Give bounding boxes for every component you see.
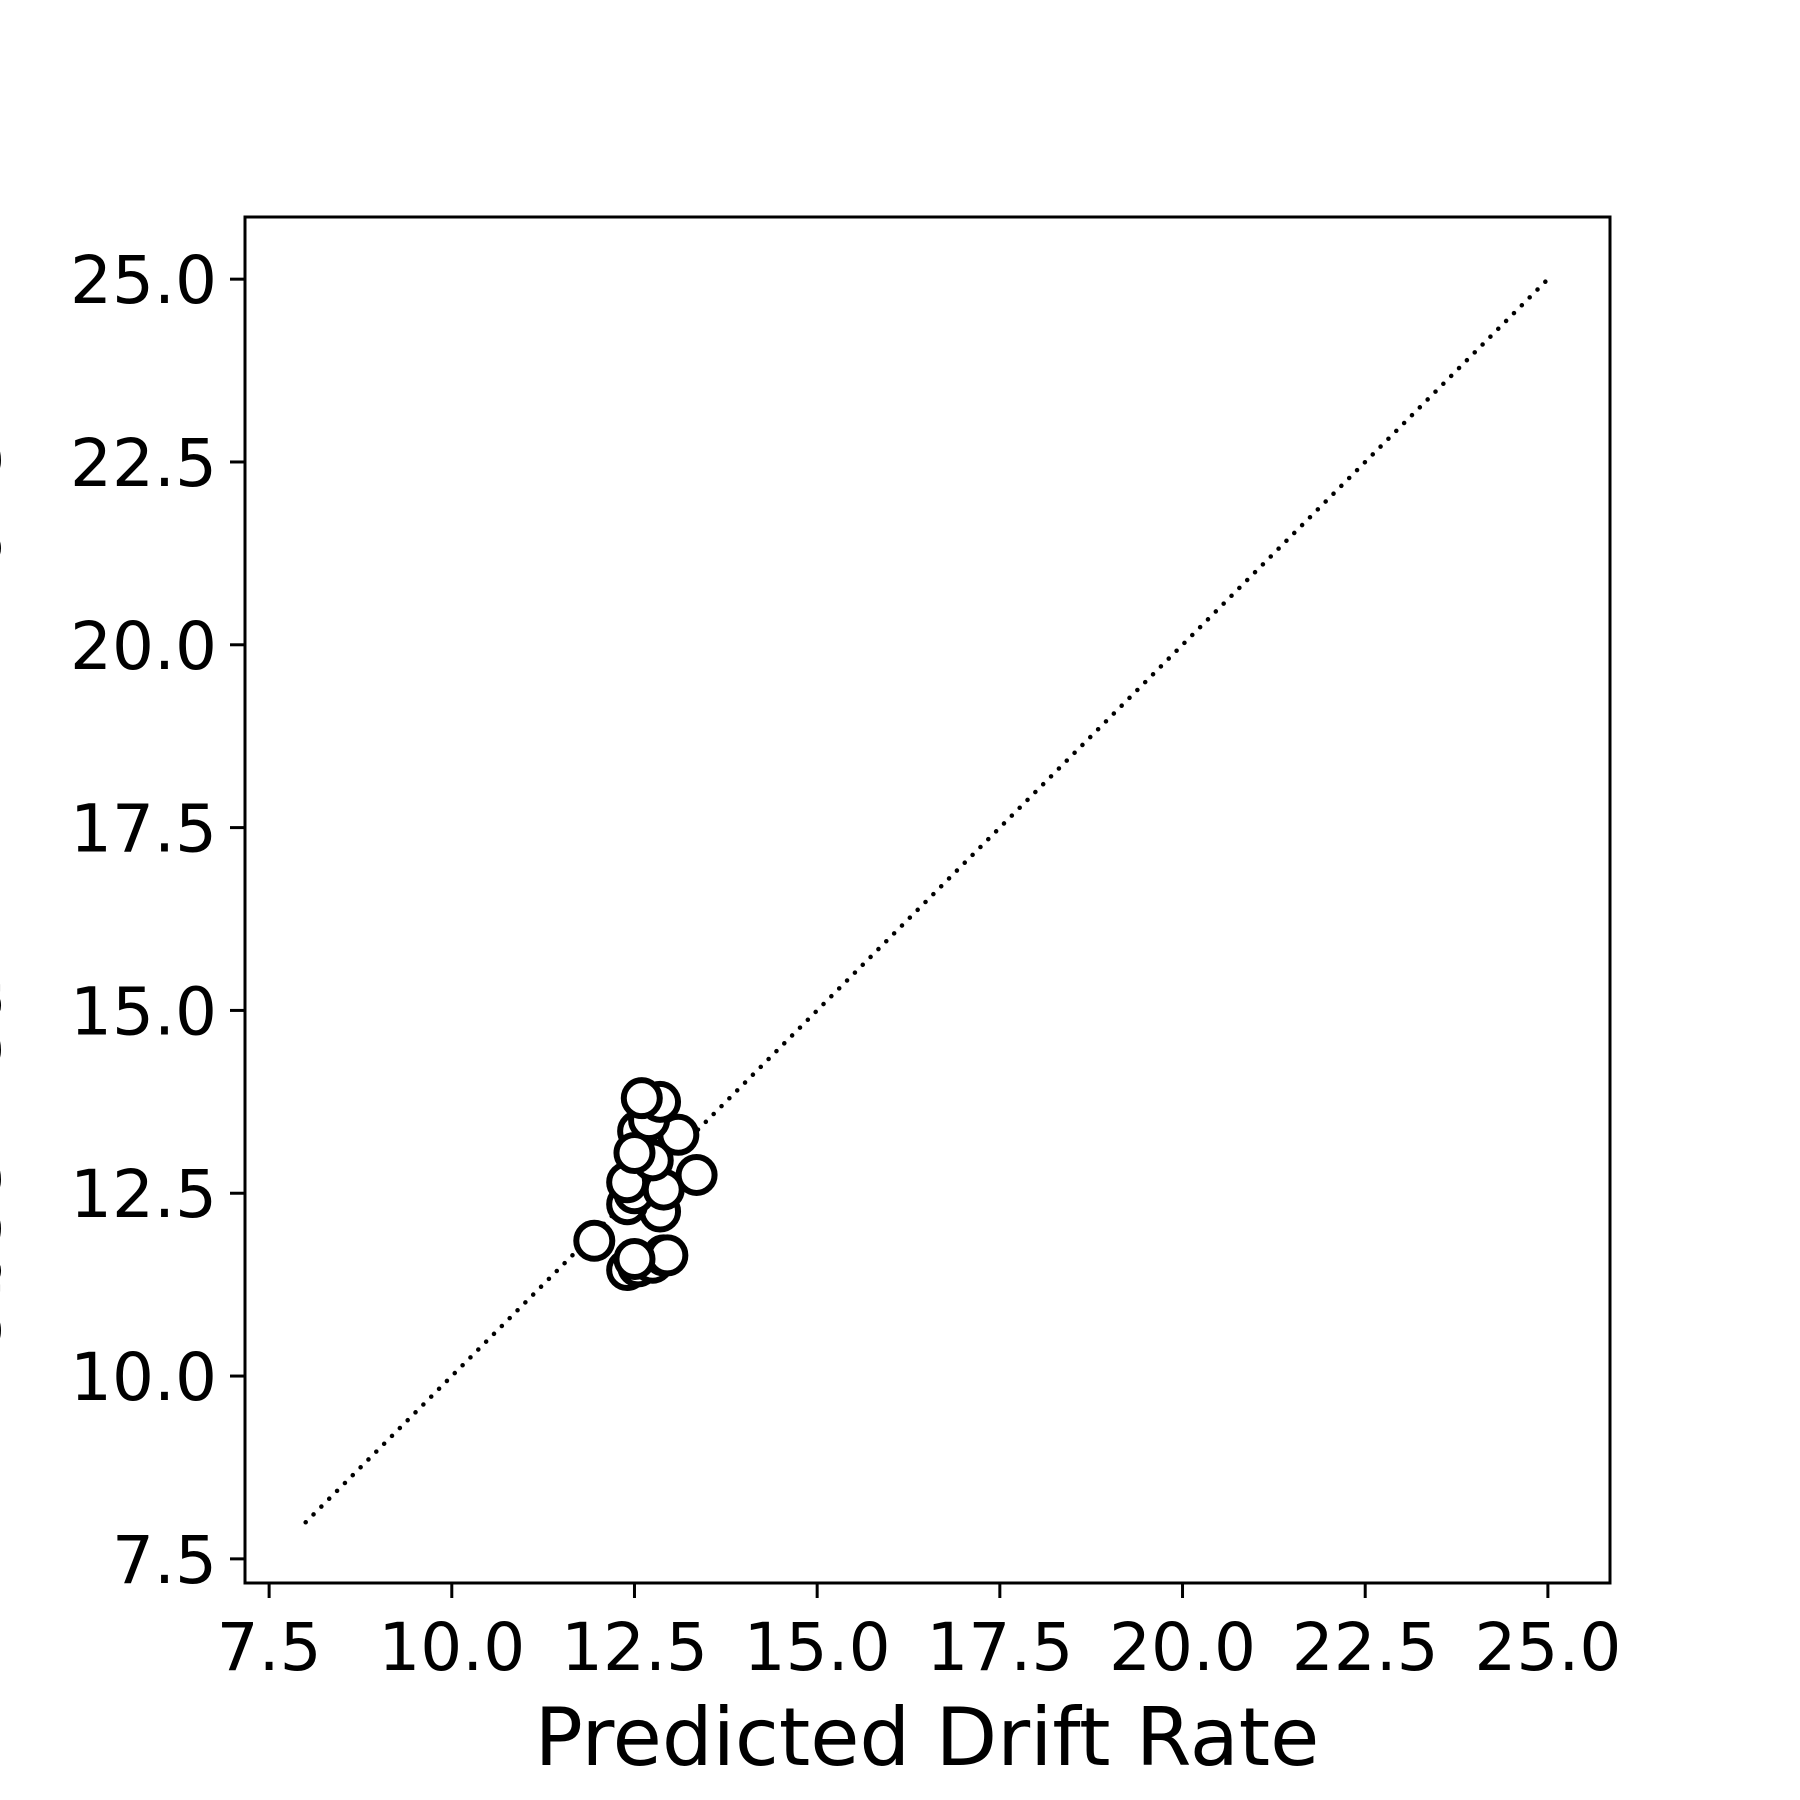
x-tick-label-7: 22.5 <box>1292 1609 1439 1686</box>
reference-line <box>303 276 1551 1525</box>
data-point-20 <box>613 1132 656 1175</box>
y-axis-title: Observed AV Drift Rate <box>0 438 19 1362</box>
reference-line-layer <box>303 276 1551 1525</box>
x-axis-title: Predicted Drift Rate <box>535 1691 1320 1784</box>
y-tick-label-6: 20.0 <box>70 608 217 685</box>
y-tick-label-3: 12.5 <box>70 1156 217 1233</box>
x-axis-ticks: 7.5 10.0 12.5 15.0 17.5 20.0 22.5 25.0 <box>217 1583 1621 1686</box>
y-tick-label-2: 10.0 <box>70 1339 217 1416</box>
data-points-layer <box>573 1077 718 1292</box>
y-tick-label-7: 22.5 <box>70 425 217 502</box>
x-tick-label-4: 15.0 <box>744 1609 891 1686</box>
y-axis-ticks: 7.5 10.0 12.5 15.0 17.5 20.0 22.5 25.0 <box>70 242 245 1599</box>
data-point-19 <box>620 1077 663 1120</box>
data-point-13 <box>675 1153 718 1196</box>
x-tick-label-2: 10.0 <box>378 1609 525 1686</box>
x-tick-label-5: 17.5 <box>926 1609 1073 1686</box>
y-tick-label-5: 17.5 <box>70 791 217 868</box>
y-tick-label-8: 25.0 <box>70 242 217 319</box>
x-tick-label-6: 20.0 <box>1109 1609 1256 1686</box>
data-point-7 <box>613 1238 656 1281</box>
plot-area-frame <box>243 215 1612 1585</box>
data-point-1 <box>573 1219 616 1262</box>
x-tick-label-8: 25.0 <box>1474 1609 1621 1686</box>
y-tick-label-1: 7.5 <box>112 1522 217 1599</box>
x-tick-label-3: 12.5 <box>561 1609 708 1686</box>
x-tick-label-1: 7.5 <box>217 1609 322 1686</box>
y-tick-label-4: 15.0 <box>70 973 217 1050</box>
